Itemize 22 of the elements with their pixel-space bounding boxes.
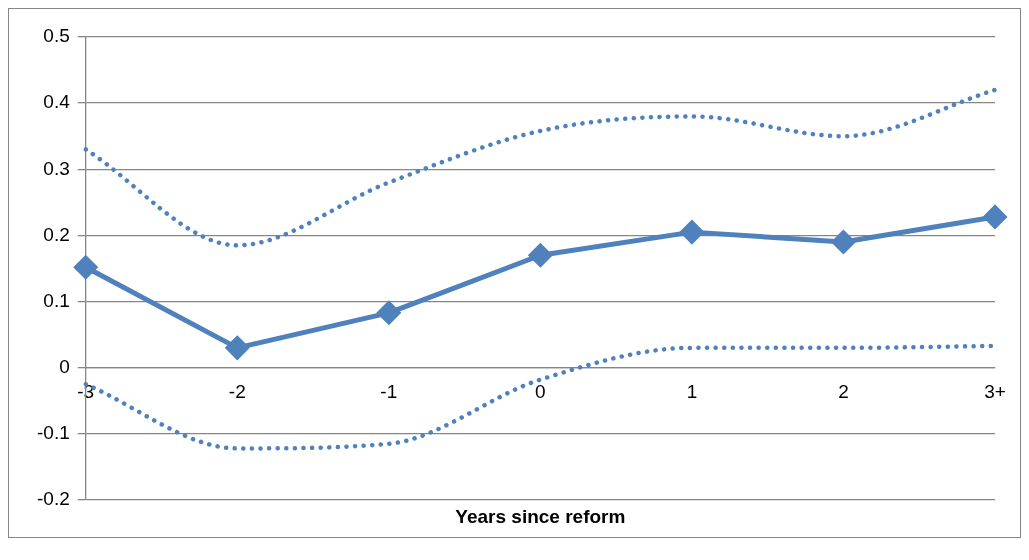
point — [831, 230, 855, 254]
point — [74, 255, 98, 279]
point — [377, 301, 401, 325]
x-tick-label: -1 — [380, 381, 398, 403]
x-tick-label: -2 — [228, 381, 246, 403]
y-tick-label: 0.1 — [43, 289, 70, 311]
y-tick-label: 0.3 — [43, 157, 70, 179]
y-tick-label: -0.2 — [36, 488, 70, 510]
x-tick-label: 0 — [535, 381, 546, 403]
x-tick-label: 3+ — [984, 381, 1006, 403]
x-tick-label: 1 — [686, 381, 698, 403]
x-axis-title: Years since reform — [455, 505, 626, 527]
point — [983, 205, 1007, 229]
point — [225, 336, 249, 360]
y-tick-label: -0.1 — [36, 422, 70, 444]
y-tick-label: 0 — [59, 355, 70, 377]
x-tick-label: 2 — [838, 381, 849, 403]
point — [528, 243, 552, 267]
y-tick-label: 0.2 — [43, 223, 70, 245]
point — [680, 220, 704, 244]
y-tick-label: 0.5 — [43, 25, 70, 47]
y-tick-label: 0.4 — [43, 91, 71, 113]
